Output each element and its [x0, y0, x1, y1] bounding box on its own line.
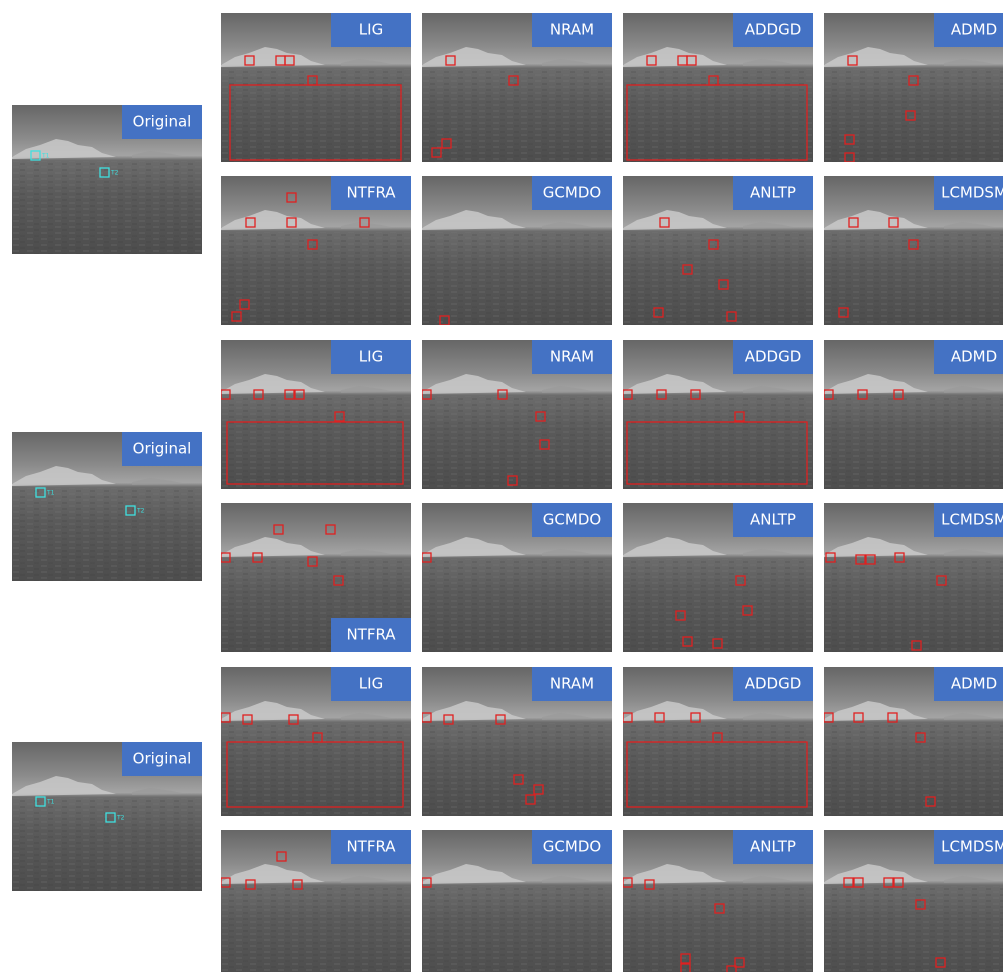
target-label: T1	[46, 490, 55, 497]
method-label: ANLTP	[750, 184, 796, 202]
sea-texture	[623, 886, 813, 972]
method-label: NRAM	[550, 21, 594, 39]
result-panel: ADDGD	[623, 13, 813, 162]
result-panel: NTFRA	[221, 503, 411, 652]
sea-texture	[221, 232, 411, 325]
method-label: Original	[133, 750, 192, 768]
method-label: ANLTP	[750, 838, 796, 856]
method-label: ADMD	[951, 348, 997, 366]
method-label: Original	[133, 440, 192, 458]
method-label: LIG	[359, 675, 383, 693]
result-panel: ADMD	[824, 667, 1003, 816]
sea-texture	[422, 396, 612, 489]
figure: Original T1 T2 LIG NRAM ADDGD ADMD NTFRA GCMDO AN…	[0, 0, 1003, 972]
sea-texture	[221, 69, 411, 162]
result-panel: GCMDO	[422, 503, 612, 652]
method-label: LCMDSM	[941, 838, 1003, 856]
result-panel: NRAM	[422, 13, 612, 162]
original-image: Original T1 T2	[12, 432, 202, 581]
target-label: T2	[110, 170, 119, 177]
sea-texture	[422, 886, 612, 972]
result-panel: LIG	[221, 667, 411, 816]
result-panel: LIG	[221, 13, 411, 162]
sea-texture	[221, 396, 411, 489]
sea-texture	[623, 396, 813, 489]
result-panel: NRAM	[422, 340, 612, 489]
method-label: GCMDO	[543, 184, 601, 202]
result-panel: NTFRA	[221, 176, 411, 325]
result-panel: ADDGD	[623, 340, 813, 489]
result-panel: LIG	[221, 340, 411, 489]
sea-texture	[623, 723, 813, 816]
target-label: T1	[46, 799, 55, 806]
sea-texture	[824, 559, 1003, 652]
result-panel: LCMDSM	[824, 830, 1003, 972]
method-label: ADMD	[951, 21, 997, 39]
sea-texture	[824, 232, 1003, 325]
result-panel: ADMD	[824, 340, 1003, 489]
method-label: LCMDSM	[941, 511, 1003, 529]
result-panel: ADDGD	[623, 667, 813, 816]
page: Original T1 T2 LIG NRAM ADDGD ADMD NTFRA GCMDO AN…	[0, 0, 1003, 972]
sea-texture	[12, 161, 202, 254]
result-panel: GCMDO	[422, 830, 612, 972]
original-image: Original T1 T2	[12, 742, 202, 891]
result-panel: ANLTP	[623, 176, 813, 325]
method-label: NRAM	[550, 348, 594, 366]
result-panel: ANLTP	[623, 830, 813, 972]
sea-texture	[824, 396, 1003, 489]
method-label: ADDGD	[745, 675, 802, 693]
sea-texture	[422, 559, 612, 652]
sea-texture	[824, 886, 1003, 972]
method-label: NTFRA	[346, 838, 396, 856]
target-label: T2	[136, 508, 145, 515]
method-label: ADMD	[951, 675, 997, 693]
result-panel: LCMDSM	[824, 176, 1003, 325]
result-panel: NRAM	[422, 667, 612, 816]
method-label: ANLTP	[750, 511, 796, 529]
sea-texture	[12, 798, 202, 891]
target-label: T1	[41, 153, 50, 160]
method-label: ADDGD	[745, 348, 802, 366]
sea-texture	[12, 488, 202, 581]
sea-texture	[623, 559, 813, 652]
sea-texture	[221, 723, 411, 816]
sea-texture	[422, 232, 612, 325]
sea-texture	[221, 886, 411, 972]
target-label: T2	[116, 815, 125, 822]
result-panel: LCMDSM	[824, 503, 1003, 652]
result-panel: GCMDO	[422, 176, 612, 325]
method-label: Original	[133, 113, 192, 131]
method-label: GCMDO	[543, 838, 601, 856]
method-label: LIG	[359, 21, 383, 39]
method-label: ADDGD	[745, 21, 802, 39]
sea-texture	[422, 723, 612, 816]
method-label: GCMDO	[543, 511, 601, 529]
result-panel: ANLTP	[623, 503, 813, 652]
method-label: NTFRA	[346, 184, 396, 202]
result-panel: ADMD	[824, 13, 1003, 162]
sea-texture	[824, 69, 1003, 162]
method-label: LIG	[359, 348, 383, 366]
sea-texture	[824, 723, 1003, 816]
method-label: NRAM	[550, 675, 594, 693]
method-label: NTFRA	[346, 626, 396, 644]
original-image: Original T1 T2	[12, 105, 202, 254]
result-panel: NTFRA	[221, 830, 411, 972]
method-label: LCMDSM	[941, 184, 1003, 202]
